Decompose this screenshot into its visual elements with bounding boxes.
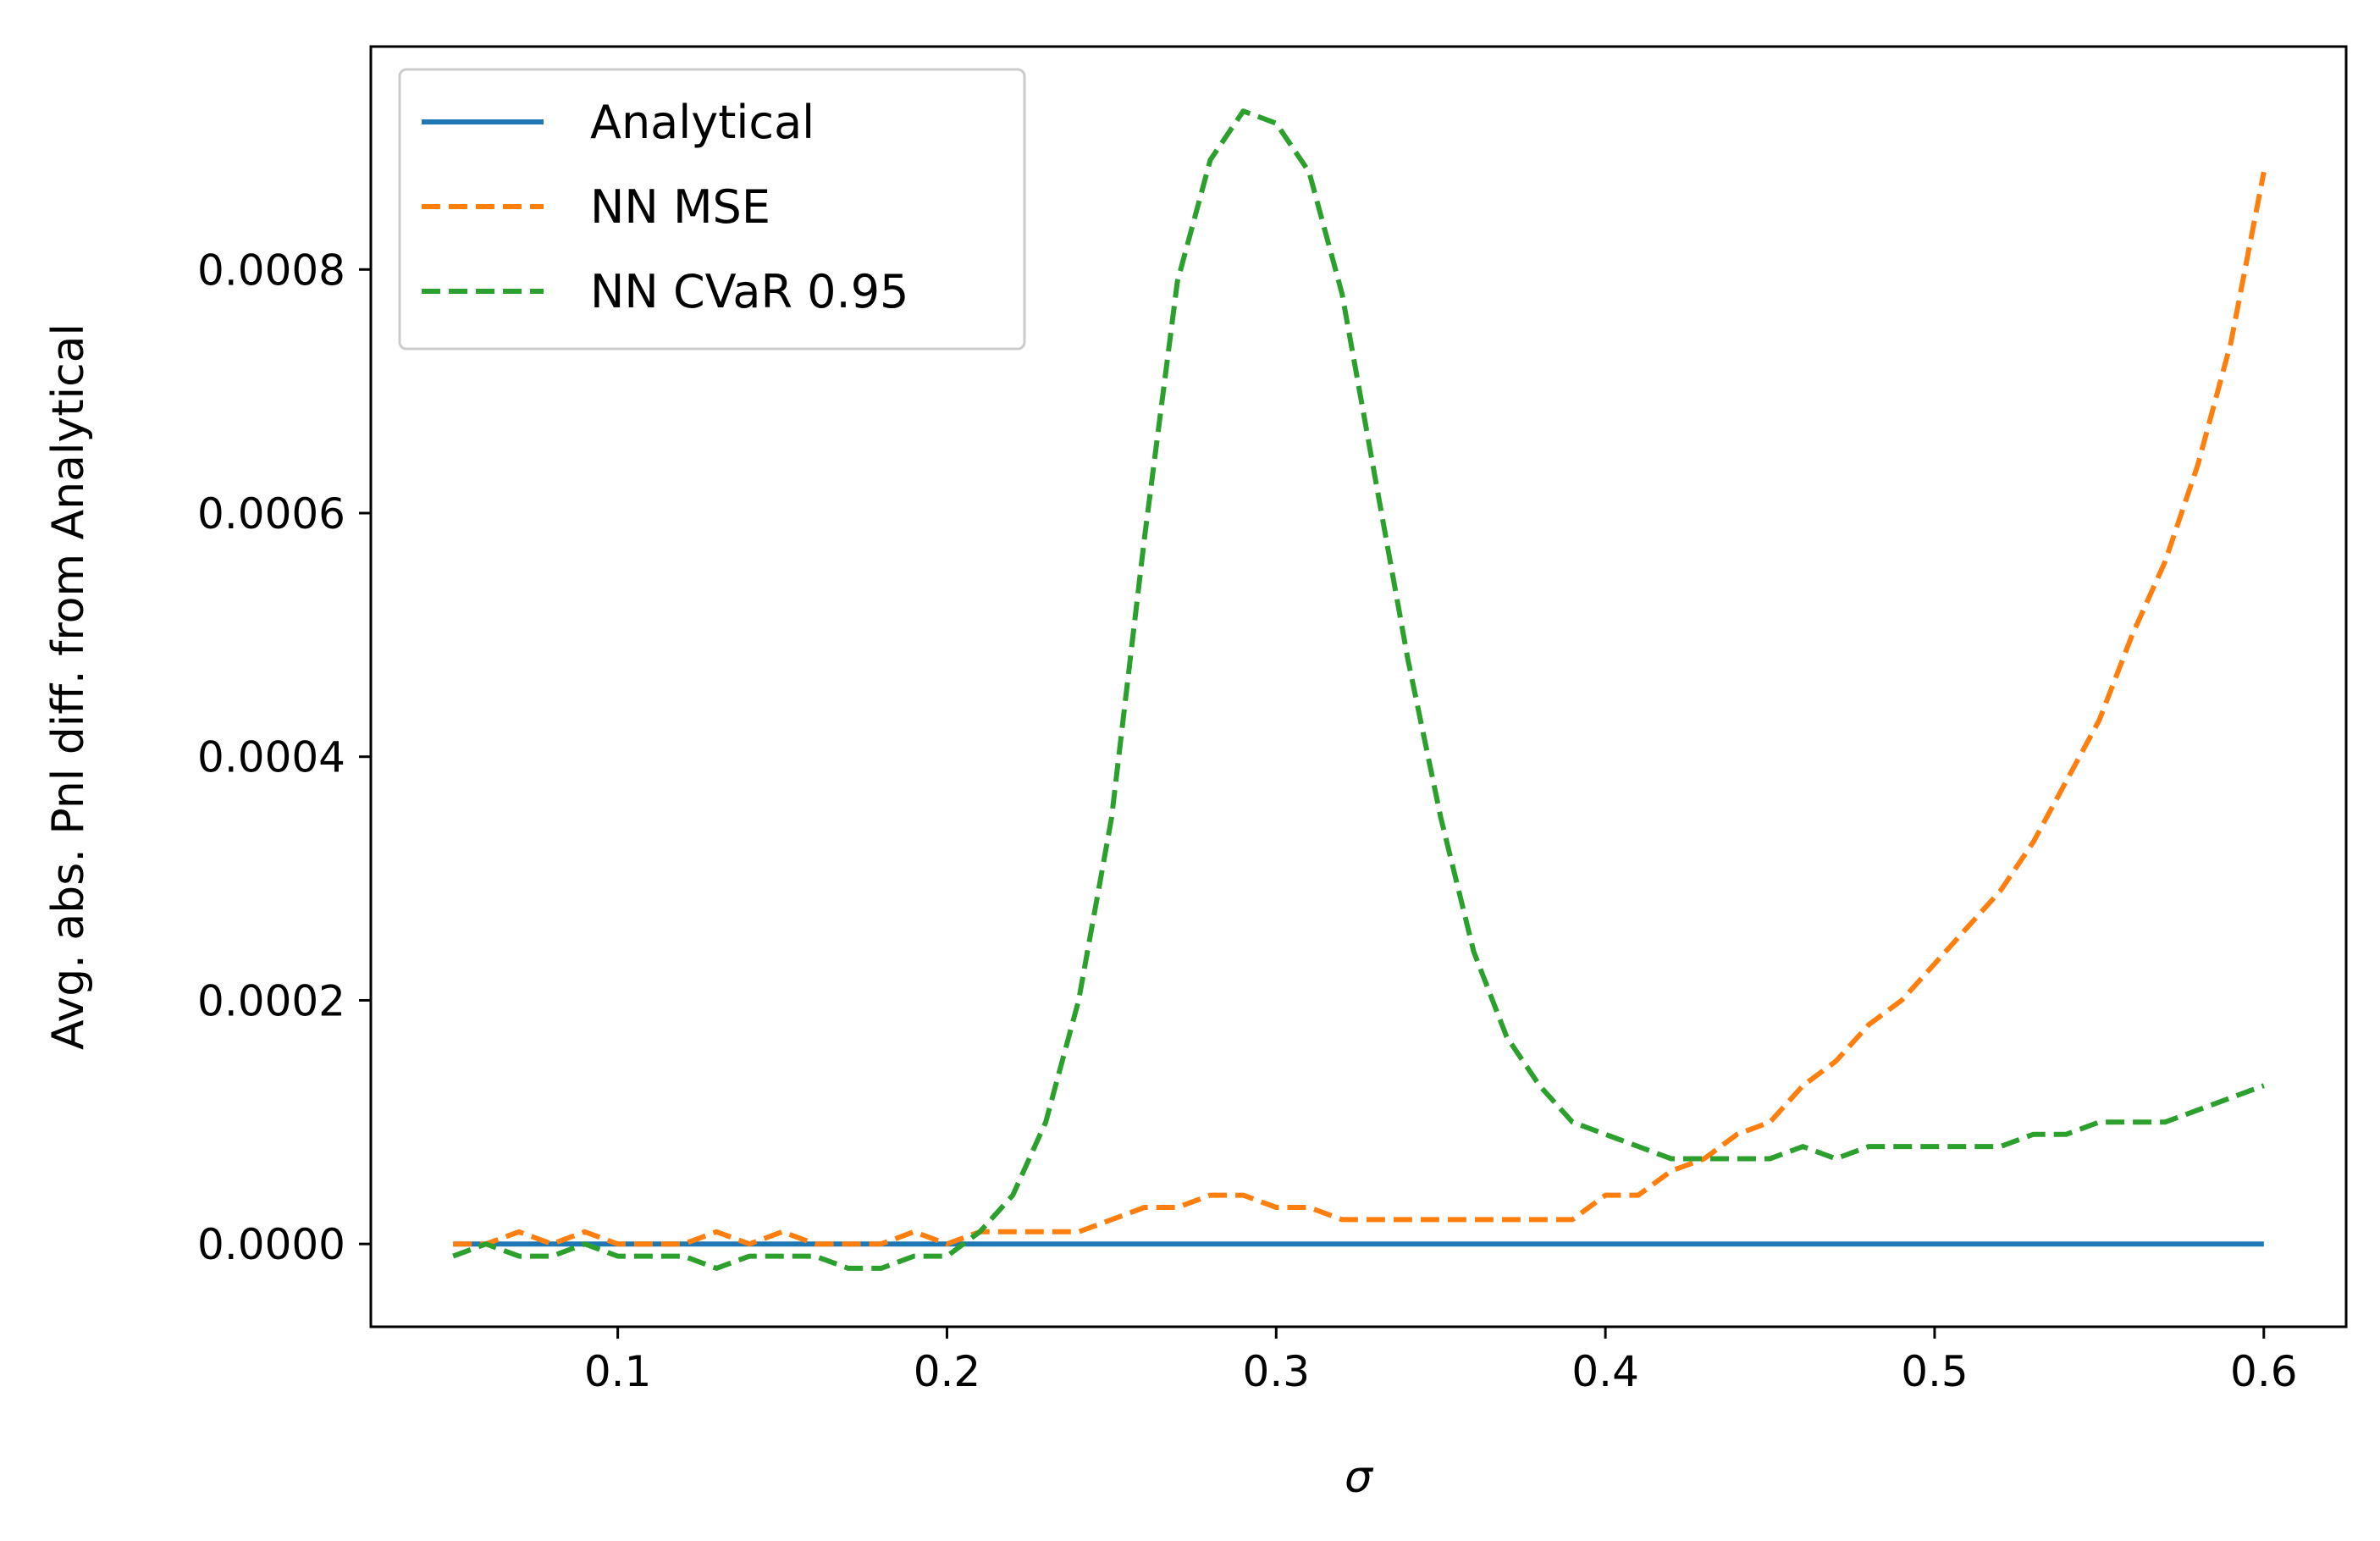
x-axis-label: σ xyxy=(1345,1452,1374,1503)
y-tick-label: 0.0000 xyxy=(197,1220,345,1269)
y-tick-label: 0.0002 xyxy=(197,976,345,1025)
x-tick-label: 0.3 xyxy=(1243,1347,1311,1396)
plot-area xyxy=(452,108,2267,1271)
axis-ticks: 0.1 0.2 0.3 0.4 0.5 0.6 0.0000 0.0002 0.0004 0.00… xyxy=(197,246,2298,1396)
series-line-nn-mse xyxy=(453,171,2267,1247)
x-tick-label: 0.5 xyxy=(1901,1347,1969,1396)
x-tick-label: 0.4 xyxy=(1571,1347,1639,1396)
y-tick-label: 0.0006 xyxy=(197,489,345,539)
axes-frame xyxy=(369,45,2348,1328)
legend-label: Analytical xyxy=(590,96,815,149)
y-axis-label: Avg. abs. Pnl diff. from Analytical xyxy=(43,323,94,1050)
legend-label: NN CVaR 0.95 xyxy=(590,265,908,318)
y-tick-label: 0.0008 xyxy=(197,246,345,295)
legend-label: NN MSE xyxy=(590,180,770,234)
x-tick-label: 0.2 xyxy=(914,1347,981,1396)
y-tick-label: 0.0004 xyxy=(197,733,345,782)
legend-box xyxy=(398,68,1026,351)
x-tick-label: 0.6 xyxy=(2230,1347,2298,1396)
x-tick-label: 0.1 xyxy=(584,1347,652,1396)
legend: Analytical NN MSE NN CVaR 0.95 xyxy=(398,68,1026,351)
series-line-nn-cvar-0-95 xyxy=(452,108,2265,1271)
